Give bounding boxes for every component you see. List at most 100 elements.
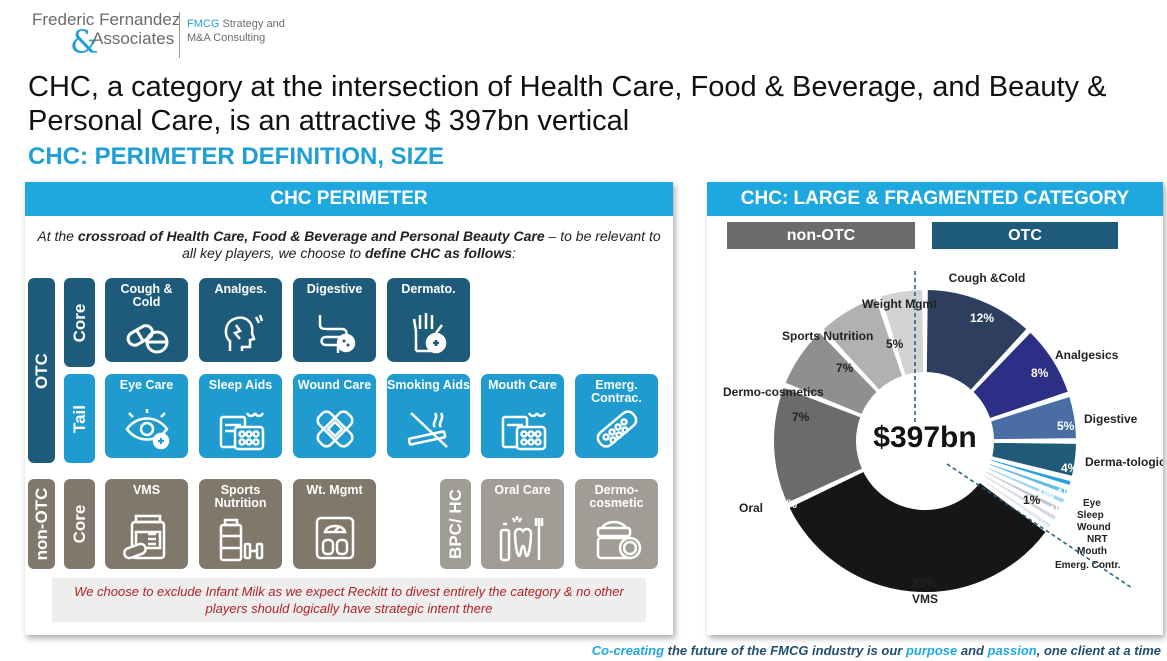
tail-label-text: Tail <box>69 404 89 433</box>
otc-side-label: OTC <box>28 278 55 463</box>
oral-care-icon <box>499 516 543 562</box>
cough-cold-icon <box>126 324 168 354</box>
tile-wound-care: Wound Care <box>293 374 376 458</box>
tile-label: Dermo-cosmetic <box>589 483 644 510</box>
pct-small-2: 1% <box>1037 487 1055 501</box>
sports-nutrition-icon <box>219 518 263 562</box>
tile-label: Analges. <box>214 282 267 296</box>
footer-tagline: Co-creating the future of the FMCG indus… <box>592 643 1161 658</box>
donut-slice-oral <box>772 385 865 506</box>
pct-cough-cold: 12% <box>970 311 994 325</box>
label-vms: VMS <box>912 592 938 606</box>
pct-dermatologicals: 4% <box>1061 461 1079 475</box>
donut-slice-mouth <box>981 473 1059 523</box>
analgesics-icon <box>224 314 263 351</box>
pct-small-3: 1% <box>1057 486 1075 500</box>
tile-label: Wound Care <box>297 378 372 392</box>
otc-label: OTC <box>932 222 1118 249</box>
emergency-contraception-icon <box>596 410 637 448</box>
tile-label: Oral Care <box>494 483 551 497</box>
tile-label: Emerg. Contrac. <box>591 378 642 405</box>
category-header: CHC: LARGE & FRAGMENTED CATEGORY <box>707 182 1163 216</box>
intro-part: At the <box>37 228 78 244</box>
intro-bold: crossroad of Health Care, Food & Beverag… <box>77 228 545 244</box>
donut-slice-vms <box>786 469 1049 594</box>
donut-slice-digestive <box>988 394 1079 442</box>
tile-dermato: Dermato. <box>387 278 470 362</box>
intro-part: – to be relevant to all key players, we … <box>182 228 661 261</box>
tile-label: Sleep Aids <box>208 378 273 392</box>
donut-slice-sleep <box>987 461 1071 497</box>
perimeter-intro: At the crossroad of Health Care, Food & … <box>35 228 663 262</box>
donut-slice-nrt <box>983 469 1064 514</box>
tile-label: Dermato. <box>401 282 456 296</box>
footer-part: and <box>957 643 988 658</box>
logo-ampersand: & <box>70 23 99 61</box>
otc-divider-line-2 <box>946 463 1133 589</box>
tile-label: VMS <box>132 483 161 497</box>
core-side-label: Core <box>64 278 95 367</box>
footer-part: passion <box>987 643 1037 658</box>
page-subtitle: CHC: PERIMETER DEFINITION, SIZE <box>28 143 445 170</box>
donut-slice-cough-cold <box>924 287 1030 393</box>
tile-label: Mouth Care <box>488 378 557 392</box>
label-sports-nutrition: Sports Nutrition <box>782 329 873 343</box>
weight-scale-icon <box>315 516 354 560</box>
pct-dermo-cosmetics: 7% <box>792 410 810 424</box>
bpc-hc-label-text: BPC/ HC <box>445 489 465 559</box>
tail-side-label: Tail <box>64 374 95 463</box>
tile-digestive: Digestive <box>293 278 376 362</box>
logo-tag-line2: M&A Consulting <box>187 32 266 44</box>
label-digestive: Digestive <box>1084 412 1138 426</box>
label-oral: Oral <box>739 501 763 515</box>
tile-smoking-aids: Smoking Aids <box>387 374 470 458</box>
donut-slice-analgesics <box>970 330 1071 421</box>
tile-sleep-aids: Sleep Aids <box>199 374 282 458</box>
tile-label: Smoking Aids <box>387 378 470 392</box>
donut-slice-wound <box>985 465 1067 506</box>
core2-side-label: Core <box>64 479 95 569</box>
tile-sports-nutrition: Sports Nutrition <box>199 479 282 569</box>
tile-dermo-cosmetic: Dermo-cosmetic <box>575 479 658 569</box>
tile-label: Digestive <box>306 282 363 296</box>
label-mouth: Mouth <box>1077 546 1107 557</box>
label-weight-mgmt: Weight Mgmt <box>862 297 937 311</box>
label-sleep: Sleep <box>1077 510 1104 521</box>
exclusion-note: We choose to exclude Infant Milk as we e… <box>52 578 646 622</box>
tile-label: Wt. Mgmt <box>306 483 363 497</box>
donut-center-total: $397bn <box>873 421 976 454</box>
digestive-icon <box>318 315 355 353</box>
donut-slice-dermo-cosmetics <box>783 330 880 417</box>
label-eye: Eye <box>1083 498 1101 509</box>
non-otc-side-label: non-OTC <box>28 479 55 569</box>
pct-analgesics: 8% <box>1031 366 1049 380</box>
tile-oral-care: Oral Care <box>481 479 564 569</box>
donut-slice-eye <box>988 457 1073 488</box>
label-dermatologicals: Derma-tologicals <box>1085 455 1163 469</box>
dermato-icon <box>412 313 446 354</box>
logo-name-line1: Frederic Fernandez <box>32 10 181 29</box>
category-donut-chart: Cough &Cold 12% Analgesics 8% Digestive … <box>723 271 1163 606</box>
pct-vms: 33% <box>912 576 936 590</box>
label-nrt: NRT <box>1087 534 1108 545</box>
core-label-text: Core <box>69 303 89 342</box>
category-panel: CHC: LARGE & FRAGMENTED CATEGORY non-OTC… <box>707 182 1163 635</box>
tile-label: Sports Nutrition <box>214 483 267 510</box>
tile-mouth-care: Mouth Care <box>481 374 564 458</box>
tile-eye-care: Eye Care <box>105 374 188 458</box>
donut-slices <box>772 287 1079 594</box>
label-analgesics: Analgesics <box>1055 348 1119 362</box>
label-dermo-cosmetics: Dermo-cosmetics <box>723 385 824 399</box>
logo-tagline: FMCG Strategy and M&A Consulting <box>187 17 285 45</box>
tile-cough-cold: Cough & Cold <box>105 278 188 362</box>
label-emerg: Emerg. Contr. <box>1055 560 1121 571</box>
bpc-hc-side-label: BPC/ HC <box>440 479 471 569</box>
vms-icon <box>122 514 165 560</box>
footer-part: Co-creating <box>591 643 665 658</box>
company-logo: Frederic Fernandez & Associates FMCG Str… <box>32 8 332 61</box>
tile-label: Eye Care <box>119 378 174 392</box>
pct-oral: 13% <box>773 497 797 511</box>
logo-tag-rest: Strategy and <box>219 18 285 30</box>
core2-label-text: Core <box>69 504 89 544</box>
tile-analgesics: Analges. <box>199 278 282 362</box>
